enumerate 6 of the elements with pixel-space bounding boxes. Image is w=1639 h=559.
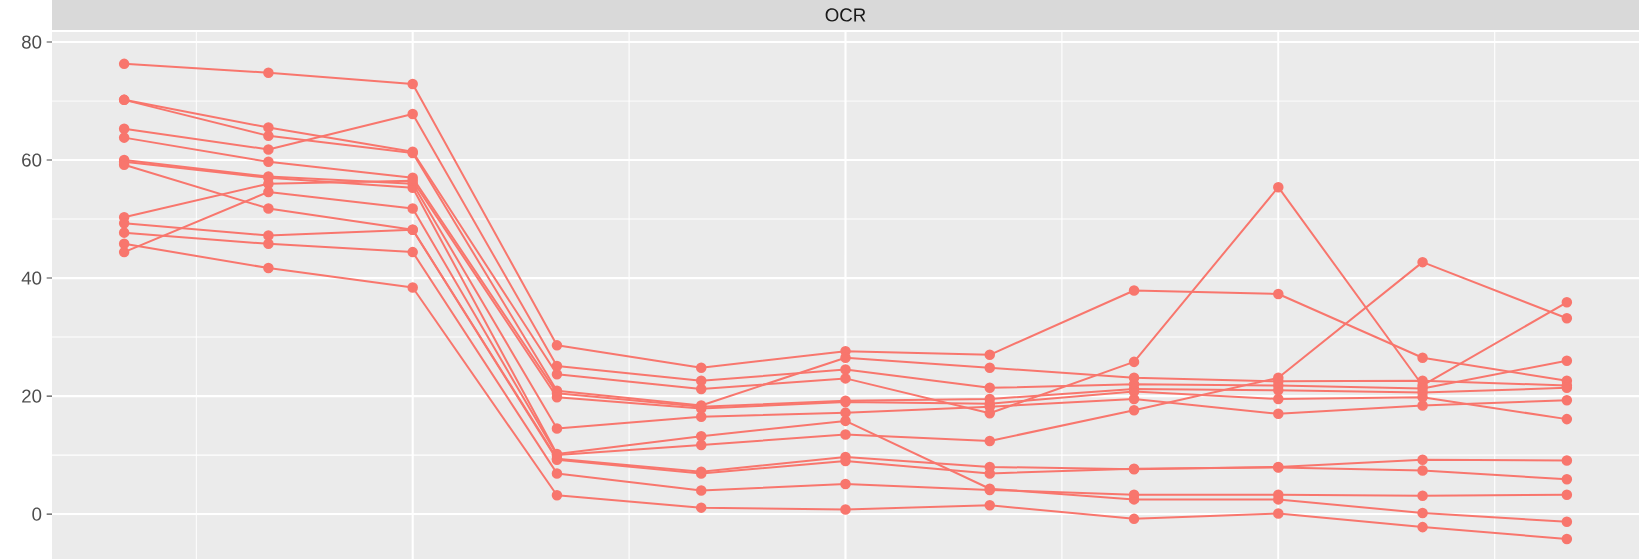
- y-tick-label: 80: [22, 35, 42, 49]
- y-tick-label: 20: [22, 389, 42, 403]
- y-tick-label: 40: [21, 271, 42, 285]
- chart-title: OCR: [825, 8, 866, 22]
- y-tick-label: 0: [32, 507, 42, 521]
- y-tick-label: 60: [22, 153, 42, 167]
